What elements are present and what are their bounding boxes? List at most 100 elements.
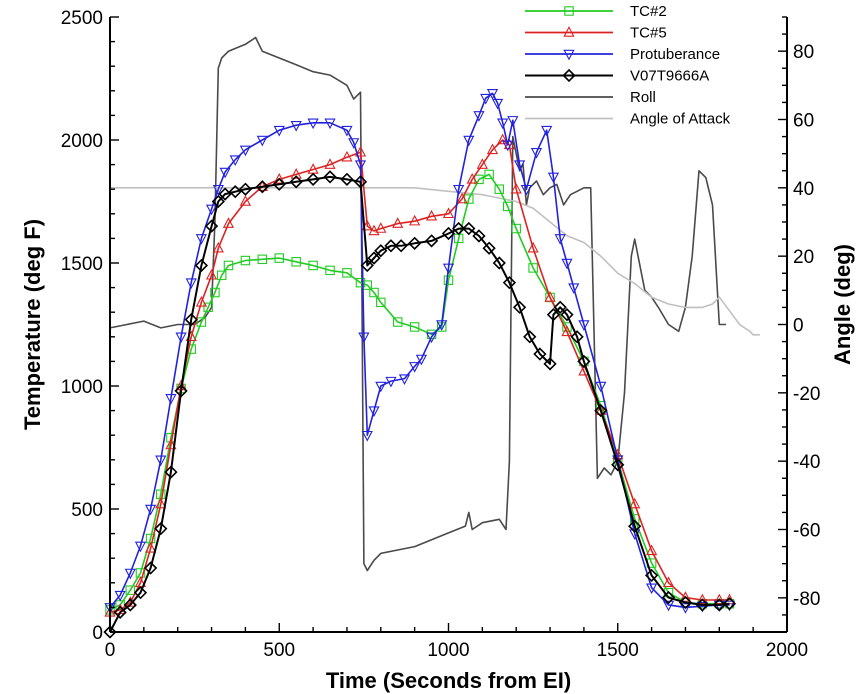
data-point-tc-2	[369, 287, 379, 298]
data-point-v07t9666a	[154, 522, 168, 536]
data-point-tc-2	[392, 317, 403, 327]
legend-item-tc-5: TC#5	[525, 25, 667, 42]
legend-marker-v07t9666a	[562, 68, 576, 83]
data-point-v07t9666a	[238, 182, 253, 196]
data-point-tc-2	[494, 184, 505, 194]
y2-tick-label: 60	[793, 111, 814, 132]
data-point-protuberance	[645, 583, 658, 595]
data-point-v07t9666a	[523, 330, 537, 344]
data-point-tc-5	[324, 158, 336, 169]
data-point-v07t9666a	[408, 236, 422, 250]
legend-label-tc-2: TC#2	[630, 3, 667, 20]
data-point-protuberance	[541, 125, 553, 137]
data-point-protuberance	[480, 93, 492, 105]
data-point-tc-5	[595, 404, 607, 415]
data-point-tc-2	[511, 223, 521, 234]
x-tick-label: 500	[263, 640, 295, 661]
y2-axis-title: Angle (deg)	[830, 244, 855, 365]
data-point-tc-2	[257, 254, 268, 265]
data-point-tc-5	[442, 207, 455, 219]
y2-tick-label: 0	[793, 316, 804, 337]
data-point-v07t9666a	[143, 561, 158, 575]
data-point-v07t9666a	[611, 458, 625, 472]
legend-item-angle-of-attack: Angle of Attack	[525, 111, 731, 128]
data-point-tc-5	[290, 168, 302, 179]
data-point-tc-5	[239, 195, 252, 206]
data-point-protuberance	[507, 116, 519, 127]
data-point-v07t9666a	[533, 347, 547, 361]
data-point-tc-5	[222, 217, 235, 228]
data-point-tc-2	[308, 260, 318, 271]
data-point-v07t9666a	[553, 300, 567, 314]
data-point-protuberance	[273, 125, 285, 137]
data-point-protuberance	[520, 184, 532, 196]
data-point-tc-2	[216, 270, 227, 281]
legend-label-protuberance: Protuberance	[630, 46, 720, 63]
data-point-v07t9666a	[594, 403, 608, 418]
legend-marker-protuberance	[563, 49, 575, 61]
data-point-v07t9666a	[678, 595, 693, 610]
data-point-protuberance	[409, 362, 421, 373]
data-point-v07t9666a	[546, 308, 561, 322]
y-tick-label: 2500	[61, 8, 103, 29]
data-point-protuberance	[385, 376, 397, 388]
data-point-tc-5	[662, 576, 675, 588]
data-point-protuberance	[398, 374, 411, 385]
data-point-v07t9666a	[340, 172, 354, 186]
data-point-v07t9666a	[462, 221, 476, 236]
data-point-tc-5	[456, 192, 468, 204]
data-point-v07t9666a	[661, 590, 676, 605]
data-point-protuberance	[442, 263, 455, 275]
legend: TC#2 TC#5 Protuberance V07T9666A Roll Angle o…	[525, 3, 731, 128]
y2-tick-label: -60	[793, 521, 820, 542]
series-layer	[103, 36, 760, 639]
data-point-tc-5	[212, 241, 224, 253]
data-point-protuberance	[185, 278, 197, 290]
data-point-tc-5	[273, 172, 285, 184]
data-point-tc-5	[629, 497, 641, 509]
x-tick-label: 1000	[427, 640, 469, 661]
data-point-v07t9666a	[472, 229, 486, 243]
data-point-protuberance	[463, 135, 475, 147]
data-point-protuberance	[324, 118, 336, 130]
data-point-v07t9666a	[133, 586, 148, 600]
data-point-tc-5	[466, 172, 478, 184]
data-point-tc-5	[165, 438, 177, 450]
data-point-v07t9666a	[228, 185, 242, 199]
data-point-tc-2	[443, 275, 454, 285]
data-point-protuberance	[341, 125, 353, 137]
legend-label-roll: Roll	[630, 89, 656, 106]
y-tick-label: 2000	[61, 131, 103, 152]
data-point-protuberance	[491, 98, 504, 110]
legend-label-v07t9666a: V07T9666A	[630, 68, 709, 85]
data-point-protuberance	[239, 145, 252, 157]
data-point-v07t9666a	[512, 300, 527, 314]
series-protuberance	[104, 89, 736, 614]
data-point-tc-5	[679, 591, 692, 602]
data-point-tc-2	[240, 255, 251, 266]
data-point-protuberance	[554, 234, 566, 245]
data-point-tc-2	[125, 585, 136, 595]
data-point-tc-5	[510, 182, 522, 194]
data-point-tc-2	[274, 253, 284, 263]
data-point-protuberance	[165, 394, 177, 405]
data-point-v07t9666a	[441, 226, 456, 241]
data-point-tc-2	[502, 201, 513, 212]
data-point-protuberance	[595, 381, 607, 393]
data-point-tc-2	[484, 169, 494, 180]
series-roll	[109, 36, 727, 572]
data-point-protuberance	[145, 504, 157, 516]
data-point-protuberance	[473, 111, 485, 122]
data-point-protuberance	[368, 406, 380, 417]
data-point-protuberance	[134, 541, 147, 553]
legend-item-protuberance: Protuberance	[525, 46, 720, 63]
y2-tick-label: 80	[793, 42, 814, 63]
data-point-tc-5	[476, 158, 488, 169]
data-point-protuberance	[114, 590, 126, 602]
data-point-protuberance	[696, 601, 708, 613]
data-point-v07t9666a	[211, 194, 225, 209]
data-point-protuberance	[354, 160, 367, 171]
data-point-tc-5	[368, 224, 380, 236]
data-point-protuberance	[175, 332, 187, 344]
